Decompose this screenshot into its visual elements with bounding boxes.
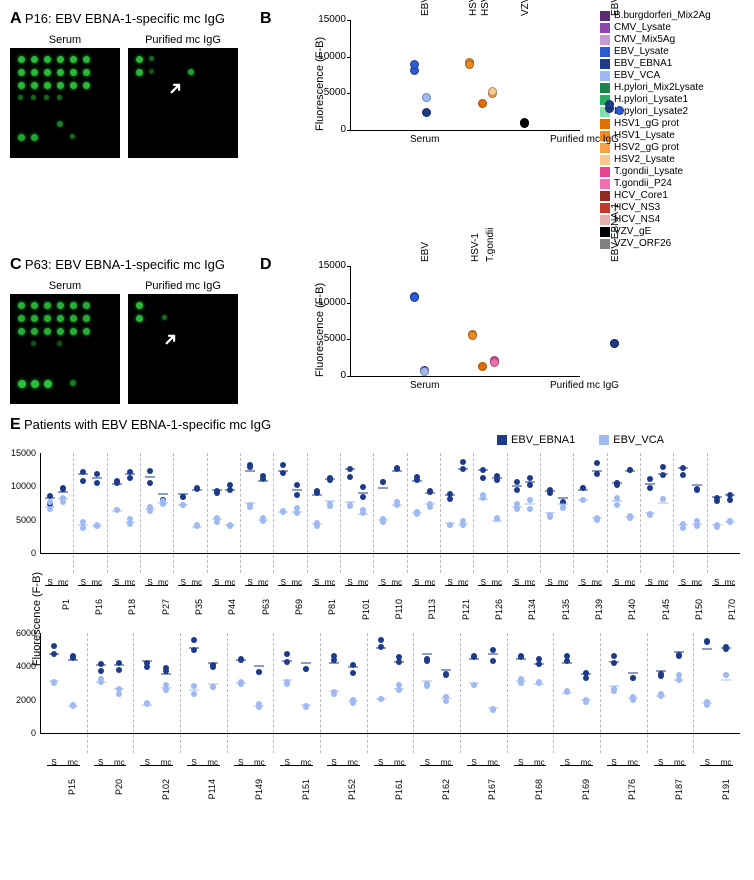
panel-b-chart: 050001000015000Fluorescence (F-B)EBVHSV-… — [300, 10, 590, 160]
label-purified-a: Purified mc IgG — [128, 34, 238, 46]
microarray-a-serum — [10, 48, 120, 158]
label-e: E — [10, 416, 21, 433]
label-serum-c: Serum — [10, 280, 120, 292]
panel-c: C P63: EBV EBNA-1-specific mc IgG Serum … — [10, 256, 260, 404]
panel-e-chart-1: 050001000015000SmcP1SmcP16SmcP18SmcP27Sm… — [40, 453, 740, 573]
panel-e-title: Patients with EBV EBNA-1-specific mc IgG — [24, 417, 271, 432]
row-ab: A P16: EBV EBNA-1-specific mc IgG Serum … — [10, 10, 744, 250]
arrow-icon: ➜ — [163, 76, 189, 102]
microarray-c-serum — [10, 294, 120, 404]
arrow-icon: ➜ — [158, 327, 184, 353]
panel-e-legend: EBV_EBNA1EBV_VCA — [10, 434, 744, 447]
row-cd: C P63: EBV EBNA-1-specific mc IgG Serum … — [10, 256, 744, 406]
panel-e-chart-2: 0200040006000SmcP15SmcP20SmcP102SmcP114S… — [40, 633, 740, 753]
microarray-c-purified: ➜ — [128, 294, 238, 404]
label-purified-c: Purified mc IgG — [128, 280, 238, 292]
label-b: B — [260, 10, 272, 27]
label-a: A — [10, 10, 22, 27]
panel-c-title: P63: EBV EBNA-1-specific mc IgG — [25, 257, 225, 272]
label-d: D — [260, 256, 272, 273]
panel-d-chart: 050001000015000Fluorescence (F-B)EBVHSV-… — [300, 256, 590, 406]
microarray-a-purified: ➜ — [128, 48, 238, 158]
panel-a: A P16: EBV EBNA-1-specific mc IgG Serum … — [10, 10, 260, 158]
label-c: C — [10, 256, 22, 273]
panel-e: E Patients with EBV EBNA-1-specific mc I… — [10, 416, 744, 753]
label-serum-a: Serum — [10, 34, 120, 46]
panel-a-title: P16: EBV EBNA-1-specific mc IgG — [25, 11, 225, 26]
